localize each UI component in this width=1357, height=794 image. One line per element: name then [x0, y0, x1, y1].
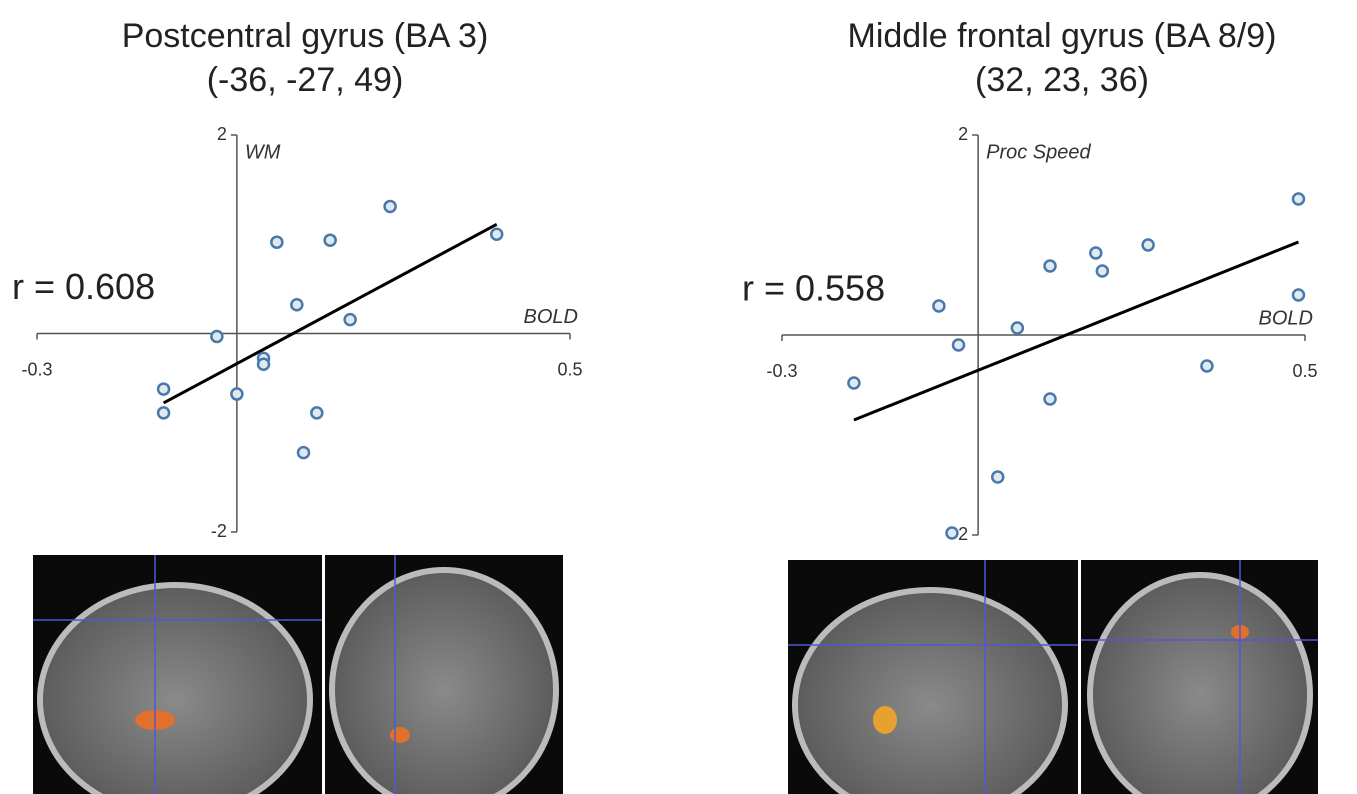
data-point	[933, 301, 944, 312]
brain-images-left	[33, 555, 563, 794]
y-tick-label: -2	[211, 521, 227, 541]
data-point	[258, 359, 269, 370]
data-point	[311, 407, 322, 418]
data-point	[1045, 394, 1056, 405]
brain-images-right	[788, 560, 1318, 794]
correlation-annotation: r = 0.608	[12, 266, 155, 307]
data-point	[491, 229, 502, 240]
data-point	[946, 528, 957, 539]
data-point	[848, 378, 859, 389]
data-point	[1097, 266, 1108, 277]
x-tick-label: 0.5	[1292, 361, 1317, 381]
data-point	[1143, 240, 1154, 251]
data-point	[1201, 361, 1212, 372]
data-point	[385, 201, 396, 212]
data-point	[1293, 290, 1304, 301]
data-point	[1045, 261, 1056, 272]
trendline	[854, 242, 1299, 420]
data-point	[211, 331, 222, 342]
figure: Postcentral gyrus (BA 3) (-36, -27, 49) -0…	[0, 0, 1357, 794]
x-tick-label: -0.3	[21, 359, 52, 379]
y-tick-label: 2	[217, 124, 227, 144]
data-point	[291, 299, 302, 310]
y-axis-label: Proc Speed	[986, 141, 1091, 163]
x-axis-label: BOLD	[1259, 307, 1313, 329]
y-tick-label: 2	[958, 124, 968, 144]
data-point	[1090, 248, 1101, 259]
chart-title: Postcentral gyrus (BA 3)	[122, 17, 489, 55]
data-point	[953, 340, 964, 351]
x-tick-label: 0.5	[557, 359, 582, 379]
data-point	[271, 237, 282, 248]
x-axis-label: BOLD	[524, 306, 578, 328]
data-point	[231, 389, 242, 400]
trendline	[164, 224, 497, 403]
data-point	[345, 314, 356, 325]
data-point	[1012, 323, 1023, 334]
chart-title: Middle frontal gyrus (BA 8/9)	[848, 17, 1277, 55]
data-point	[298, 447, 309, 458]
data-point	[325, 235, 336, 246]
data-point	[1293, 194, 1304, 205]
y-axis-label: WM	[245, 141, 281, 163]
chart-subtitle: (-36, -27, 49)	[207, 61, 404, 99]
correlation-annotation: r = 0.558	[742, 268, 885, 309]
data-point	[158, 407, 169, 418]
data-point	[992, 472, 1003, 483]
x-tick-label: -0.3	[766, 361, 797, 381]
data-point	[158, 384, 169, 395]
chart-subtitle: (32, 23, 36)	[975, 61, 1149, 99]
